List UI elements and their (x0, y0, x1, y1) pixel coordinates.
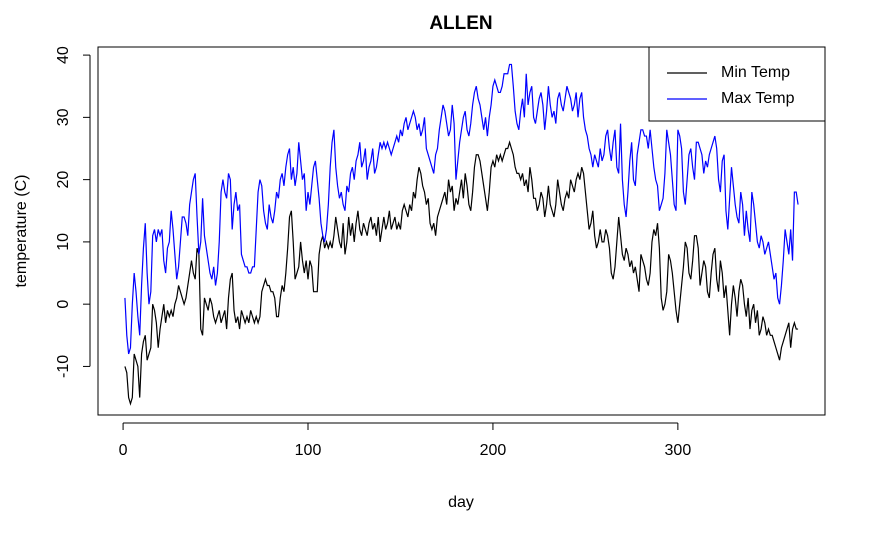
y-tick-label: 10 (55, 233, 72, 251)
line-series (124, 63, 799, 355)
plot-box (97, 46, 826, 416)
line-series (124, 140, 799, 406)
y-tick-label: 40 (55, 46, 72, 64)
chart-title: ALLEN (429, 13, 492, 34)
x-tick-label: 100 (295, 442, 322, 459)
legend-label: Min Temp (721, 64, 790, 81)
x-axis-label: day (448, 494, 474, 511)
y-tick-label: -10 (55, 355, 72, 378)
y-axis-label: temperature (C) (13, 175, 30, 288)
x-tick-label: 0 (119, 442, 128, 459)
legend-label: Max Temp (721, 90, 795, 107)
x-tick-label: 200 (480, 442, 507, 459)
x-tick-label: 300 (665, 442, 692, 459)
y-tick-label: 20 (55, 171, 72, 189)
y-tick-label: 0 (55, 300, 72, 309)
legend-box (648, 46, 826, 122)
y-tick-label: 30 (55, 108, 72, 126)
